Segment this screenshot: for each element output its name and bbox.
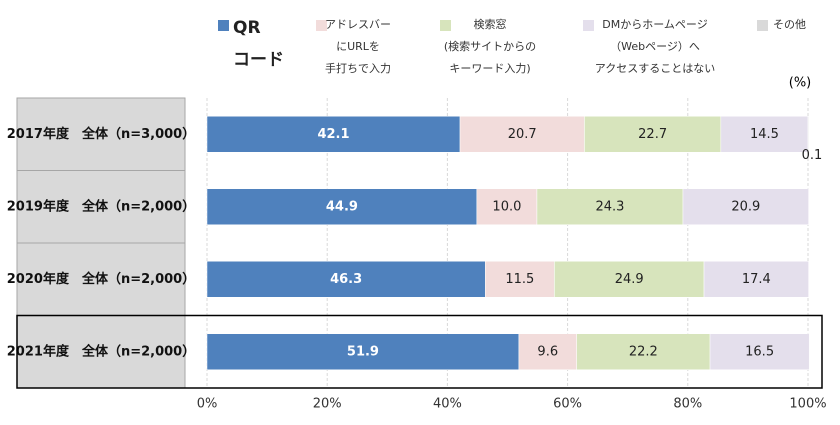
legend-swatch <box>440 20 451 31</box>
category-cell <box>16 242 186 316</box>
data-label: 11.5 <box>505 272 534 287</box>
data-label: 14.5 <box>750 127 779 142</box>
data-label: 20.9 <box>731 199 760 214</box>
bar-segment <box>206 261 486 298</box>
x-tick-label: 80% <box>673 397 702 412</box>
y-tick-label: 2019年度 全体（n=2,000） <box>7 198 195 214</box>
data-label: 9.6 <box>537 344 558 359</box>
data-label: 24.3 <box>595 199 624 214</box>
bar-segment <box>476 188 538 225</box>
bar-segment <box>536 188 684 225</box>
legend-swatch <box>316 20 327 31</box>
data-label: 16.5 <box>745 344 774 359</box>
data-label: 0.1 <box>802 148 823 163</box>
legend-swatch <box>218 20 229 31</box>
bar-segment <box>206 333 520 370</box>
legend-label: アドレスバー にURLを 手打ちで入力 <box>325 18 391 75</box>
bar-segment <box>518 333 577 370</box>
x-tick-label: 0% <box>197 397 218 412</box>
x-tick-label: 60% <box>553 397 582 412</box>
data-label: 24.9 <box>615 272 644 287</box>
data-label: 17.4 <box>742 272 771 287</box>
data-label: 10.0 <box>492 199 521 214</box>
bar-segment <box>682 188 809 225</box>
legend-label: 検索窓 (検索サイトからの キーワード入力) <box>443 18 537 75</box>
bar-segment <box>807 116 809 153</box>
y-tick-label: 2021年度 全体（n=2,000） <box>7 343 195 359</box>
x-tick-label: 100% <box>789 397 826 412</box>
y-tick-label: 2017年度 全体（n=3,000） <box>7 126 195 142</box>
bar-segment <box>459 116 585 153</box>
unit-label: (%) <box>789 76 812 91</box>
bar-segment <box>485 261 555 298</box>
bar-segment <box>206 116 461 153</box>
legend-swatch <box>757 20 768 31</box>
x-tick-label: 20% <box>313 397 342 412</box>
bar-segment <box>709 333 810 370</box>
legend-label: DMからホームページ （Webページ）へ アクセスすることはない <box>594 18 716 75</box>
legend-swatch <box>583 20 594 31</box>
data-label: 22.2 <box>629 344 658 359</box>
category-cell <box>16 97 186 171</box>
data-label: 22.7 <box>638 127 667 142</box>
data-label: 51.9 <box>347 344 379 359</box>
bar-segment <box>703 261 809 298</box>
data-label: 44.9 <box>326 199 358 214</box>
bar-segment <box>576 333 711 370</box>
y-tick-label: 2020年度 全体（n=2,000） <box>7 271 195 287</box>
bar-segment <box>206 188 478 225</box>
data-label: 42.1 <box>317 127 349 142</box>
bar-segment <box>584 116 722 153</box>
highlight-frame <box>16 314 823 389</box>
data-label: 20.7 <box>508 127 537 142</box>
legend-label: QR コード <box>233 18 284 70</box>
legend-label: その他 <box>773 18 806 31</box>
x-tick-label: 40% <box>433 397 462 412</box>
data-label: 46.3 <box>330 272 362 287</box>
category-cell <box>16 170 186 244</box>
bar-segment <box>720 116 809 153</box>
